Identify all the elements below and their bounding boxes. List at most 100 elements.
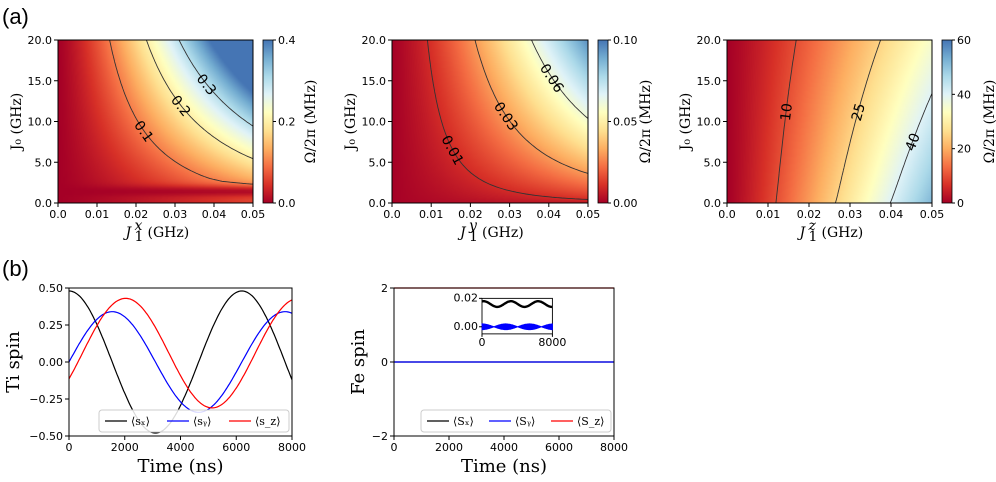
contour-line bbox=[109, 39, 254, 185]
x-tick-label: 0.04 bbox=[202, 208, 227, 221]
colorbar-tick-label: 0.10 bbox=[613, 34, 638, 47]
heatmap-raster bbox=[392, 40, 588, 203]
y-axis-label: J₀ (GHz) bbox=[678, 93, 694, 152]
x-tick-label: 6000 bbox=[222, 441, 250, 454]
y-tick-label: 0.0 bbox=[35, 197, 53, 210]
inset-y-tick-label: 0.02 bbox=[454, 291, 479, 304]
inset-x-tick-label: 0 bbox=[479, 336, 486, 349]
colorbar-tick-label: 0.2 bbox=[278, 116, 296, 129]
colorbar-tick-label: 20 bbox=[957, 143, 971, 156]
legend-box bbox=[98, 409, 290, 433]
inset-y-tick-label: 0.00 bbox=[454, 320, 479, 333]
colorbar bbox=[941, 39, 953, 204]
contour-line bbox=[775, 39, 797, 204]
x-axis-label: Time (ns) bbox=[461, 456, 547, 477]
legend-entry: ⟨sᵧ⟩ bbox=[193, 415, 211, 428]
x-tick-label: 0.02 bbox=[458, 208, 483, 221]
x-tick-label: 0.04 bbox=[879, 208, 904, 221]
x-tick-label: 2000 bbox=[111, 441, 139, 454]
heatmap-raster bbox=[727, 40, 932, 203]
y-tick-label: 5.0 bbox=[704, 156, 722, 169]
y-tick-label: 0 bbox=[381, 356, 388, 369]
contour-line bbox=[145, 39, 254, 160]
contour-label: 10 bbox=[778, 102, 796, 122]
contour-line bbox=[889, 93, 933, 204]
contour-label: 40 bbox=[903, 131, 924, 153]
y-tick-label: 0.25 bbox=[39, 319, 64, 332]
contour-line bbox=[178, 39, 254, 127]
x-axis-label-unit: (GHz) bbox=[482, 225, 524, 241]
x-axis-label-sup: x bbox=[135, 218, 143, 234]
y-tick-label: 15.0 bbox=[28, 75, 53, 88]
y-tick-label: −2 bbox=[372, 430, 388, 443]
x-tick-label: 0 bbox=[66, 441, 73, 454]
y-tick-label: 20.0 bbox=[697, 34, 722, 47]
colorbar bbox=[262, 39, 274, 204]
x-tick-label: 0.0 bbox=[718, 208, 736, 221]
y-tick-label: 0.0 bbox=[369, 197, 387, 210]
inset-x-tick-label: 8000 bbox=[538, 336, 566, 349]
contour-line bbox=[834, 39, 882, 204]
x-axis-label-sup: y bbox=[468, 218, 478, 234]
x-tick-label: 8000 bbox=[600, 441, 628, 454]
panel-label-b: (b) bbox=[2, 256, 29, 281]
x-tick-label: 0.05 bbox=[241, 208, 266, 221]
y-tick-label: 10.0 bbox=[697, 116, 722, 129]
ti-spin-plot: 0 2000 4000 6000 8000 −0.50 −0.25 0.00 0.25 0.50 T… bbox=[3, 282, 306, 477]
y-tick-label: 5.0 bbox=[369, 156, 387, 169]
heatmap-jx: 0.10.20.30.0 0.01 0.02 0.03 0.04 0.050.05.010… bbox=[9, 34, 319, 245]
colorbar-label: Ω/2π (MHz) bbox=[303, 80, 319, 164]
y-tick-label: 15.0 bbox=[697, 75, 722, 88]
colorbar-tick-label: 40 bbox=[957, 88, 971, 101]
x-axis-label-unit: (GHz) bbox=[822, 225, 864, 241]
y-tick-label: −0.50 bbox=[29, 430, 63, 443]
x-tick-label: 0 bbox=[391, 441, 398, 454]
x-axis-label-unit: (GHz) bbox=[148, 225, 190, 241]
y-tick-label: 5.0 bbox=[35, 156, 53, 169]
x-tick-label: 4000 bbox=[490, 441, 518, 454]
y-tick-label: 10.0 bbox=[28, 116, 53, 129]
x-tick-label: 0.01 bbox=[756, 208, 781, 221]
colorbar-tick-label: 0.0 bbox=[278, 197, 296, 210]
x-tick-label: 0.02 bbox=[797, 208, 822, 221]
y-axis-label: J₀ (GHz) bbox=[343, 93, 359, 152]
colorbar-label: Ω/2π (MHz) bbox=[638, 80, 654, 164]
contour-line bbox=[474, 39, 589, 174]
colorbar-tick-label: 60 bbox=[957, 34, 971, 47]
x-tick-label: 0.05 bbox=[576, 208, 601, 221]
x-tick-label: 0.04 bbox=[537, 208, 562, 221]
panel-label-a: (a) bbox=[2, 4, 29, 29]
series-line bbox=[68, 297, 293, 409]
y-tick-label: 0.00 bbox=[39, 356, 64, 369]
x-axis-label-main: J bbox=[457, 225, 467, 241]
colorbar-label: Ω/2π (MHz) bbox=[982, 80, 996, 164]
y-tick-label: 0.50 bbox=[39, 282, 64, 295]
y-tick-label: 20.0 bbox=[362, 34, 387, 47]
y-tick-label: 2 bbox=[381, 282, 388, 295]
x-tick-label: 6000 bbox=[545, 441, 573, 454]
x-tick-label: 0.03 bbox=[838, 208, 863, 221]
x-tick-label: 0.02 bbox=[124, 208, 149, 221]
heatmap-jz: 10 25 40 0.0 0.01 0.02 0.03 0.04 0.05 0.0 5.0 10.0 1… bbox=[678, 34, 996, 245]
contour-line bbox=[531, 39, 589, 119]
x-axis-label-sub: 1 bbox=[135, 229, 144, 245]
legend-entry: ⟨sₓ⟩ bbox=[131, 415, 150, 428]
series-line bbox=[69, 290, 293, 434]
legend-entry: ⟨s_z⟩ bbox=[255, 415, 281, 428]
legend-entry: ⟨Sₓ⟩ bbox=[453, 415, 474, 428]
contour-label: 25 bbox=[849, 102, 869, 123]
colorbar bbox=[597, 39, 609, 204]
x-tick-label: 4000 bbox=[167, 441, 195, 454]
x-tick-label: 0.03 bbox=[497, 208, 522, 221]
x-tick-label: 0.01 bbox=[85, 208, 110, 221]
heatmap-raster bbox=[58, 40, 253, 203]
y-tick-label: 0.0 bbox=[704, 197, 722, 210]
x-tick-label: 0.01 bbox=[419, 208, 444, 221]
legend-entry: ⟨S_z⟩ bbox=[577, 415, 604, 428]
x-tick-label: 0.05 bbox=[920, 208, 945, 221]
x-axis-label-sub: 1 bbox=[469, 229, 478, 245]
y-axis-label: Ti spin bbox=[3, 331, 24, 393]
x-tick-label: 2000 bbox=[435, 441, 463, 454]
